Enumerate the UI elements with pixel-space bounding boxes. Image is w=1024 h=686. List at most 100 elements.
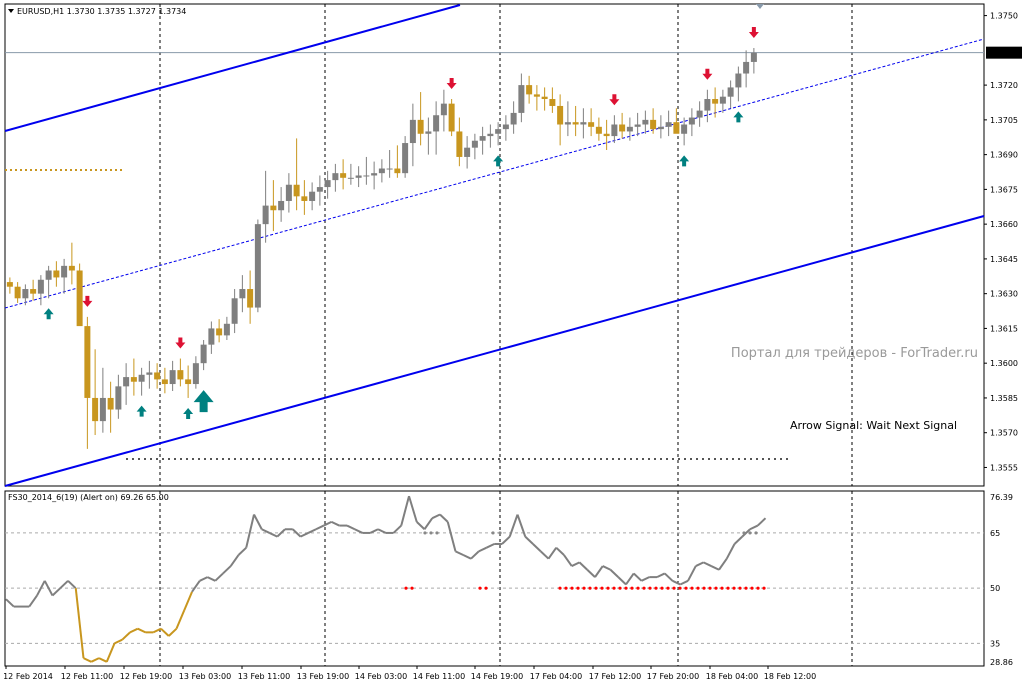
up-arrow-icon: [136, 405, 147, 417]
candle-body: [22, 289, 29, 299]
candle-body: [332, 173, 339, 181]
time-tick-label: 12 Feb 19:00: [120, 672, 172, 681]
candle-body: [735, 73, 742, 88]
candle-body: [541, 96, 548, 100]
oscillator-segment: [160, 627, 170, 637]
candle-body: [456, 131, 463, 157]
channel-middle-line: [4, 38, 985, 309]
chart-title: EURUSD,H1 1.3730 1.3735 1.3727 1.3734: [17, 7, 186, 16]
candle-body: [402, 143, 409, 174]
candle-body: [611, 124, 618, 137]
candle-body: [192, 363, 199, 385]
level-dot: [748, 531, 752, 535]
indicator-tick-label: 76.39: [990, 493, 1013, 502]
oscillator-segment: [703, 561, 712, 567]
candle-body: [301, 196, 308, 201]
candle-body: [502, 124, 509, 130]
candle-body: [619, 124, 626, 132]
oscillator-segment: [245, 514, 255, 548]
oscillator-segment: [486, 543, 495, 549]
oscillator-segment: [687, 565, 697, 582]
candle-body: [394, 168, 401, 174]
candle-body: [526, 85, 533, 95]
candle-body: [495, 129, 502, 134]
oscillator-segment: [346, 524, 356, 531]
oscillator-segment: [625, 572, 635, 586]
oscillator-segment: [83, 657, 92, 663]
price-tick-label: 1.3660: [990, 220, 1018, 229]
time-tick-label: 17 Feb 12:00: [589, 672, 641, 681]
candle-body: [254, 224, 261, 308]
alert-dot: [636, 586, 640, 590]
candle-body: [340, 173, 347, 178]
oscillator-segment: [408, 495, 418, 523]
candle-body: [14, 286, 21, 299]
oscillator-segment: [43, 580, 54, 596]
oscillator-segment: [28, 594, 38, 608]
triangle-down-icon[interactable]: [8, 9, 14, 13]
oscillator-segment: [470, 550, 480, 560]
candle-body: [572, 122, 579, 125]
candle-body: [549, 99, 556, 106]
candle-body: [30, 289, 37, 294]
candle-body: [440, 103, 447, 116]
down-arrow-icon: [702, 68, 713, 80]
oscillator-segment: [416, 521, 426, 530]
oscillator-segment: [121, 631, 131, 641]
candle-body: [208, 328, 215, 345]
candle-body: [727, 87, 734, 97]
candle-body: [518, 85, 525, 113]
candle-body: [293, 184, 300, 197]
alert-dot: [606, 586, 610, 590]
price-tick-label: 1.3720: [990, 81, 1018, 90]
candle-body: [84, 326, 91, 398]
candle-body: [309, 191, 316, 201]
alert-dot: [708, 586, 712, 590]
down-arrow-icon: [609, 94, 620, 106]
up-arrow-icon: [493, 155, 504, 167]
candle-body: [719, 96, 726, 104]
price-tick-label: 1.3675: [990, 185, 1018, 194]
candle-body: [588, 122, 595, 127]
candle-body: [712, 99, 719, 104]
oscillator-segment: [733, 535, 743, 545]
alert-dot: [564, 586, 568, 590]
alert-dot: [642, 586, 646, 590]
candle-body: [200, 344, 207, 364]
candle-body: [564, 122, 571, 125]
up-arrow-icon: [43, 308, 54, 320]
oscillator-segment: [400, 495, 410, 526]
candle-body: [61, 265, 68, 278]
oscillator-segment: [36, 580, 46, 596]
oscillator-segment: [369, 528, 379, 534]
candle-body: [107, 397, 114, 410]
oscillator-segment: [571, 561, 580, 567]
candle-body: [673, 122, 680, 134]
price-tick-label: 1.3630: [990, 290, 1018, 299]
candle-body: [68, 265, 75, 271]
oscillator-segment: [633, 572, 643, 582]
up-arrow-icon: [679, 155, 690, 167]
candle-body: [169, 370, 176, 385]
down-arrow-icon: [82, 295, 93, 307]
oscillator-segment: [331, 520, 340, 527]
indicator-title: FS30_2014_6(19) (Alert on) 69.26 65.00: [8, 493, 169, 502]
alert-dot: [410, 586, 414, 590]
time-tick-label: 13 Feb 19:00: [297, 672, 349, 681]
level-dot: [423, 531, 427, 535]
indicator-tick-label: 50: [990, 584, 1000, 593]
oscillator-segment: [74, 588, 85, 659]
oscillator-segment: [446, 521, 457, 552]
alert-dot: [678, 586, 682, 590]
alert-dot: [732, 586, 736, 590]
signal-status-text: Arrow Signal: Wait Next Signal: [790, 419, 957, 432]
candle-body: [45, 270, 52, 280]
current-price-tag: [986, 46, 1022, 59]
alert-dot: [404, 586, 408, 590]
candle-body: [688, 117, 695, 125]
candle-body: [533, 94, 540, 97]
alert-dot: [588, 586, 592, 590]
alert-dot: [666, 586, 670, 590]
oscillator-segment: [59, 580, 69, 589]
